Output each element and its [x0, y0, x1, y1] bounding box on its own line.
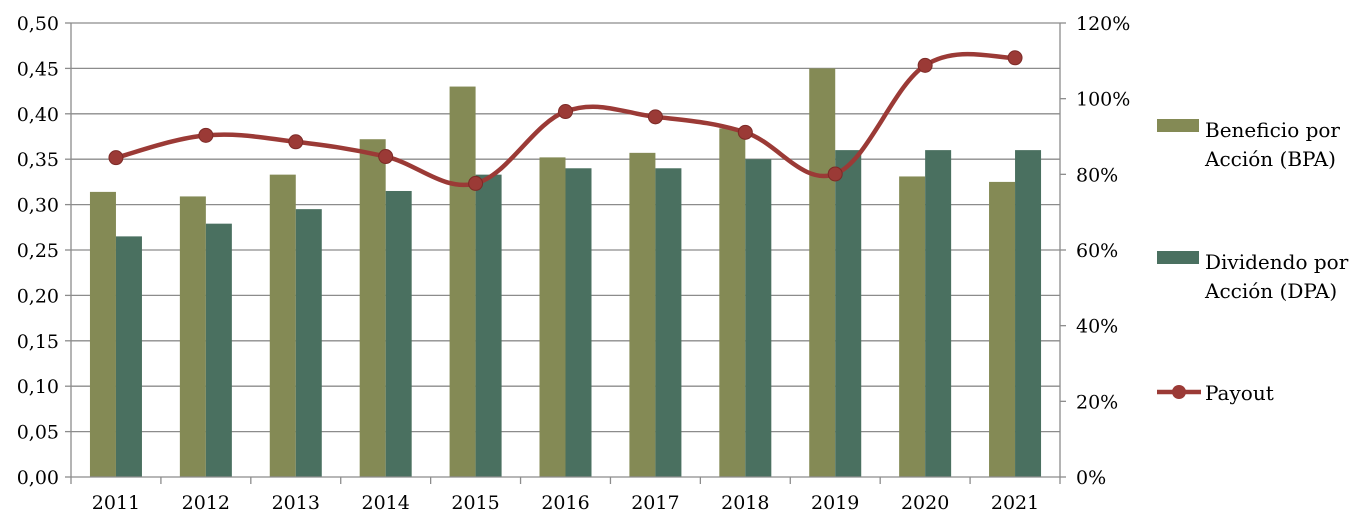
- left-tick-label: 0,05: [17, 422, 59, 444]
- left-tick-label: 0,40: [17, 104, 59, 126]
- bpa-bar-2016: [539, 157, 566, 477]
- dpa-bar-2014: [385, 190, 412, 478]
- right-tick-label: 100%: [1076, 89, 1130, 111]
- x-tick-label: 2015: [451, 492, 499, 514]
- payout-line-layer: [108, 50, 1023, 191]
- axes: [65, 22, 1066, 484]
- x-tick-label: 2018: [721, 492, 769, 514]
- x-tick-label: 2021: [991, 492, 1039, 514]
- legend-swatch-dpa: [1157, 251, 1199, 264]
- right-axis-ticks: 0% 20% 40% 60% 80% 100% 120%: [1076, 13, 1130, 489]
- legend: Beneficio por Acción (BPA) Dividendo por Ac…: [1157, 118, 1349, 405]
- dpa-bar-2013: [295, 209, 322, 477]
- right-tick-label: 40%: [1076, 316, 1118, 338]
- right-tick-label: 20%: [1076, 391, 1118, 413]
- left-tick-label: 0,45: [17, 58, 59, 80]
- payout-point-2018: [737, 124, 753, 140]
- payout-point-2016: [558, 104, 573, 120]
- bpa-bar-2021: [989, 181, 1016, 477]
- bpa-bar-2013: [269, 174, 296, 478]
- legend-label: Acción (BPA): [1204, 147, 1336, 171]
- bpa-bar-2015: [449, 86, 476, 477]
- left-tick-label: 0,50: [17, 13, 59, 35]
- payout-point-2015: [468, 175, 484, 191]
- left-tick-label: 0,35: [17, 149, 59, 171]
- left-tick-label: 0,25: [17, 240, 59, 262]
- legend-label: Acción (DPA): [1204, 279, 1337, 303]
- right-tick-label: 0%: [1076, 467, 1106, 489]
- x-tick-label: 2012: [182, 492, 230, 514]
- bpa-bar-2018: [719, 128, 746, 477]
- x-tick-label: 2016: [541, 492, 589, 514]
- payout-point-2017: [647, 109, 663, 125]
- x-tick-label: 2019: [811, 492, 859, 514]
- dpa-bar-2011: [115, 236, 142, 477]
- payout-point-2019: [827, 166, 843, 182]
- dpa-bar-2018: [745, 159, 772, 477]
- x-tick-label: 2014: [362, 492, 410, 514]
- dpa-bar-2019: [835, 150, 862, 477]
- dpa-bar-2012: [205, 223, 232, 477]
- payout-point-2011: [108, 150, 124, 166]
- left-tick-label: 0,20: [17, 285, 59, 307]
- payout-point-2020: [917, 57, 933, 73]
- legend-swatch-bpa: [1157, 119, 1199, 132]
- dpa-bar-2015: [475, 174, 502, 478]
- legend-label: Dividendo por: [1205, 250, 1349, 274]
- payout-point-2012: [198, 127, 214, 143]
- left-tick-label: 0,30: [17, 195, 59, 217]
- legend-label: Payout: [1205, 381, 1274, 405]
- bpa-bar-2020: [899, 176, 926, 477]
- right-tick-label: 120%: [1076, 13, 1130, 35]
- payout-point-2013: [288, 134, 304, 150]
- payout-point-2021: [1007, 50, 1023, 66]
- bpa-bar-2017: [629, 152, 656, 477]
- right-tick-label: 80%: [1076, 164, 1118, 186]
- x-tick-label: 2011: [92, 492, 140, 514]
- bpa-bar-2014: [359, 139, 386, 477]
- left-tick-label: 0,10: [17, 376, 59, 398]
- x-tick-label: 2013: [272, 492, 320, 514]
- dpa-bar-2021: [1015, 150, 1042, 477]
- x-axis-ticks: 2011 2012 2013 2014 2015 2016 2017 2018 2019 2020…: [92, 492, 1039, 514]
- legend-label: Beneficio por: [1205, 118, 1340, 142]
- left-tick-label: 0,00: [17, 467, 59, 489]
- legend-marker-payout: [1172, 385, 1186, 399]
- left-tick-label: 0,15: [17, 331, 59, 353]
- dpa-bar-2017: [655, 168, 682, 477]
- left-axis-ticks: 0,00 0,05 0,10 0,15 0,20 0,25 0,30 0,35 0,40 0,45…: [17, 13, 59, 489]
- x-tick-label: 2020: [901, 492, 949, 514]
- x-tick-label: 2017: [631, 492, 679, 514]
- dpa-bar-2016: [565, 168, 592, 477]
- bars-layer: [89, 68, 1042, 478]
- bpa-bar-2012: [179, 196, 206, 478]
- right-tick-label: 60%: [1076, 240, 1118, 262]
- dpa-bar-2020: [925, 150, 952, 477]
- payout-point-2014: [378, 149, 394, 165]
- bpa-bar-2011: [89, 191, 116, 477]
- bpa-bar-2019: [809, 68, 836, 478]
